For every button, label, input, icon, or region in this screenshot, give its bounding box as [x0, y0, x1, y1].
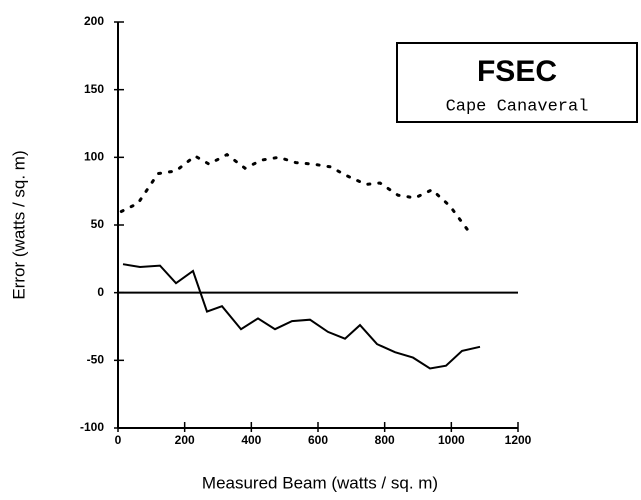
- annotation-box: [396, 42, 638, 123]
- y-tick-label: 50: [91, 217, 105, 231]
- x-tick-label: 200: [175, 433, 195, 447]
- x-tick-label: 0: [115, 433, 122, 447]
- annotation-subtitle: Cape Canaveral: [446, 97, 589, 116]
- series-line: [119, 152, 472, 235]
- x-tick-label: 1200: [505, 433, 532, 447]
- y-tick-label: 100: [84, 150, 104, 164]
- y-tick-label: -100: [80, 420, 104, 434]
- y-axis-title: Error (watts / sq. m): [9, 150, 28, 299]
- annotation-title: FSEC: [477, 55, 557, 88]
- x-axis-title: Measured Beam (watts / sq. m): [202, 473, 438, 492]
- series-line: [122, 263, 481, 370]
- x-tick-label: 1000: [438, 433, 465, 447]
- y-tick-label: 150: [84, 82, 104, 96]
- x-tick-label: 800: [375, 433, 395, 447]
- y-tick-label: 200: [84, 14, 104, 28]
- x-tick-label: 400: [241, 433, 261, 447]
- y-tick-label: -50: [87, 353, 105, 367]
- y-tick-label: 0: [97, 285, 104, 299]
- x-tick-label: 600: [308, 433, 328, 447]
